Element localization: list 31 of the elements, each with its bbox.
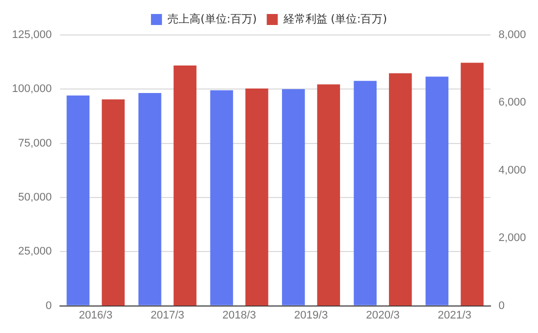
bar xyxy=(426,76,448,306)
x-tick-label: 2016/3 xyxy=(78,309,112,322)
y-tick-label: 0 xyxy=(46,300,52,312)
y2-tick-label: 2,000 xyxy=(498,232,526,244)
bar xyxy=(66,95,90,306)
y-tick-label: 100,000 xyxy=(12,83,52,96)
x-tick-label: 2018/3 xyxy=(222,309,256,322)
x-tick-label: 2019/3 xyxy=(294,309,328,322)
bar xyxy=(138,93,162,306)
bar xyxy=(354,80,377,306)
y-tick-label: 125,000 xyxy=(12,29,52,42)
y2-tick-label: 0 xyxy=(498,300,505,312)
legend-label: 経常利益 (単位:百万) xyxy=(282,12,388,26)
x-tick-label: 2020/3 xyxy=(366,309,400,322)
y-tick-label: 25,000 xyxy=(18,246,52,258)
y-tick-label: 50,000 xyxy=(18,192,52,204)
legend-label: 売上高(単位:百万) xyxy=(167,12,257,26)
bar xyxy=(245,88,268,306)
bar xyxy=(282,89,305,306)
bar xyxy=(388,73,412,306)
y2-tick-label: 4,000 xyxy=(498,164,526,176)
y2-tick-label: 8,000 xyxy=(498,29,526,42)
x-tick-label: 2021/3 xyxy=(438,309,472,322)
bar xyxy=(174,65,196,306)
y-tick-label: 75,000 xyxy=(18,137,52,150)
bar xyxy=(102,99,125,306)
x-tick-label: 2017/3 xyxy=(150,309,184,322)
bar xyxy=(317,84,340,306)
bar xyxy=(210,90,234,306)
bar xyxy=(460,62,484,306)
y2-tick-label: 6,000 xyxy=(498,96,526,109)
